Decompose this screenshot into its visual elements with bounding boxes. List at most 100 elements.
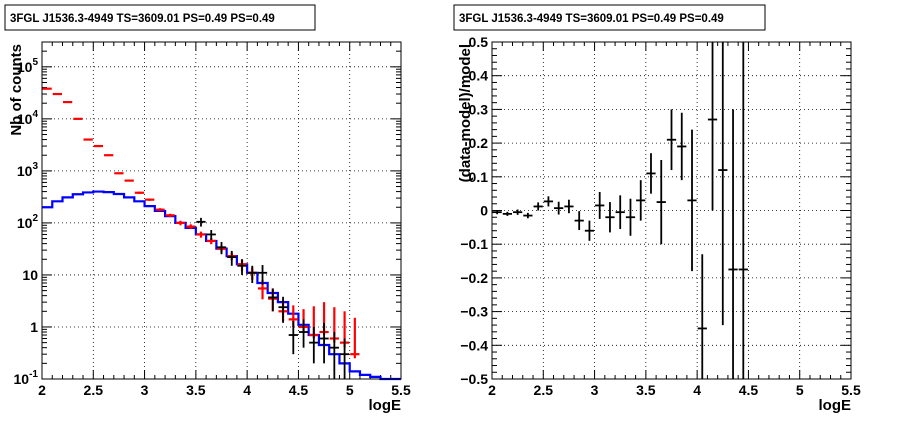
counts-point <box>52 92 63 96</box>
y-tick-label: 0.1 <box>469 169 489 185</box>
y-tick-label: 10 <box>22 267 38 283</box>
data-point <box>206 230 216 240</box>
data-point <box>247 265 257 284</box>
x-tick-label: 5 <box>796 382 804 398</box>
right-title: 3FGL J1536.3-4949 TS=3609.01 PS=0.49 PS=… <box>459 13 724 25</box>
y-tick-label: −0.4 <box>460 337 488 353</box>
residual-point <box>574 211 584 231</box>
residual-point <box>687 129 697 272</box>
data-point <box>329 332 339 379</box>
x-tick-label: 2.5 <box>534 382 554 398</box>
y-tick-label: 0.4 <box>469 68 489 84</box>
residual-point <box>707 42 718 211</box>
counts-point <box>134 191 145 194</box>
counts-point <box>196 231 206 238</box>
y-tick-label: 0.5 <box>469 34 489 50</box>
y-tick-label: 103 <box>17 161 39 179</box>
data-point <box>268 288 278 312</box>
counts-point <box>145 198 155 201</box>
residual-point <box>666 109 677 171</box>
right-plot-area: 2 2.5 3 3.5 4 4.5 5 5.5 −0.5 −0.4 −0.3 −0.2 −0.1 0 0.1… <box>460 34 861 398</box>
y-tick-label: 0.2 <box>469 135 489 151</box>
counts-point <box>73 117 83 120</box>
x-tick-label: 3.5 <box>186 382 206 398</box>
x-tick-label: 3.5 <box>636 382 656 398</box>
residual-point <box>492 210 502 215</box>
x-tick-label: 2.5 <box>84 382 104 398</box>
residual-point <box>646 153 656 194</box>
counts-point <box>155 208 165 212</box>
data-point <box>298 319 309 348</box>
residual-point <box>543 196 554 207</box>
counts-point <box>175 220 186 226</box>
counts-point <box>42 87 52 90</box>
residual-point <box>718 42 728 326</box>
model-histogram-line <box>42 190 401 381</box>
residual-point <box>533 202 543 211</box>
data-point <box>339 338 350 379</box>
residual-point <box>677 112 687 181</box>
residual-point <box>595 191 605 219</box>
plot-background <box>492 42 851 379</box>
counts-point <box>165 213 175 217</box>
x-tick-label: 5 <box>346 382 354 398</box>
right-title-box <box>453 4 766 31</box>
counts-point <box>124 179 134 182</box>
data-point <box>227 250 237 266</box>
residual-point <box>625 198 636 236</box>
x-tick-label: 4 <box>243 382 251 398</box>
x-tick-label: 4.5 <box>289 382 309 398</box>
plot-background <box>42 42 401 379</box>
counts-point <box>350 317 360 359</box>
residual-point <box>584 220 595 241</box>
y-tick-label: 0.3 <box>469 101 489 117</box>
residual-point <box>615 195 625 230</box>
x-tick-label: 5.5 <box>391 382 411 398</box>
x-tick-label: 5.5 <box>841 382 861 398</box>
residual-point <box>502 211 513 216</box>
x-tick-label: 2 <box>488 382 496 398</box>
data-point <box>278 296 288 323</box>
residual-point <box>656 159 666 245</box>
y-tick-label: 0 <box>480 203 488 219</box>
y-tick-label: −0.2 <box>460 270 488 286</box>
left-title-box <box>4 4 316 31</box>
right-panel-residuals: 3FGL J1536.3-4949 TS=3609.01 PS=0.49 PS=… <box>453 4 861 414</box>
residual-point <box>697 254 707 379</box>
residual-point <box>554 201 564 215</box>
data-point <box>309 326 319 364</box>
plot-frame <box>41 41 402 380</box>
x-tick-label: 4.5 <box>739 382 759 398</box>
y-tick-label: 10-1 <box>14 369 39 387</box>
x-tick-label: 2 <box>38 382 46 398</box>
data-point <box>319 322 329 364</box>
x-tick-label: 3 <box>591 382 599 398</box>
left-y-axis-label: Nb of counts <box>8 44 25 136</box>
x-tick-label: 3 <box>141 382 149 398</box>
y-tick-label: 105 <box>17 57 39 75</box>
data-point <box>237 259 247 275</box>
counts-point <box>93 144 104 148</box>
residual-point <box>605 202 615 233</box>
residual-point <box>523 212 533 219</box>
y-tick-label: 1 <box>30 319 38 335</box>
data-point <box>288 321 298 355</box>
residual-point <box>728 109 738 379</box>
counts-point <box>63 100 73 104</box>
right-x-axis-label: logE <box>819 397 852 414</box>
residual-point <box>738 42 748 379</box>
data-point <box>257 265 268 285</box>
y-tick-label: 102 <box>17 213 39 231</box>
residual-point <box>564 199 574 214</box>
y-tick-label: −0.1 <box>460 236 488 252</box>
data-point <box>216 241 227 255</box>
left-panel-counts: 3FGL J1536.3-4949 TS=3609.01 PS=0.49 PS=… <box>4 4 411 414</box>
left-title: 3FGL J1536.3-4949 TS=3609.01 PS=0.49 PS=… <box>10 13 275 25</box>
counts-point <box>104 154 114 157</box>
y-tick-label: −0.3 <box>460 304 488 320</box>
left-plot-area: 2 2.5 3 3.5 4 4.5 5 5.5 10-1 1 10 102 103 104 105 <box>14 41 411 398</box>
counts-point <box>114 172 124 175</box>
residual-point <box>636 180 646 221</box>
left-x-axis-label: logE <box>369 397 402 414</box>
